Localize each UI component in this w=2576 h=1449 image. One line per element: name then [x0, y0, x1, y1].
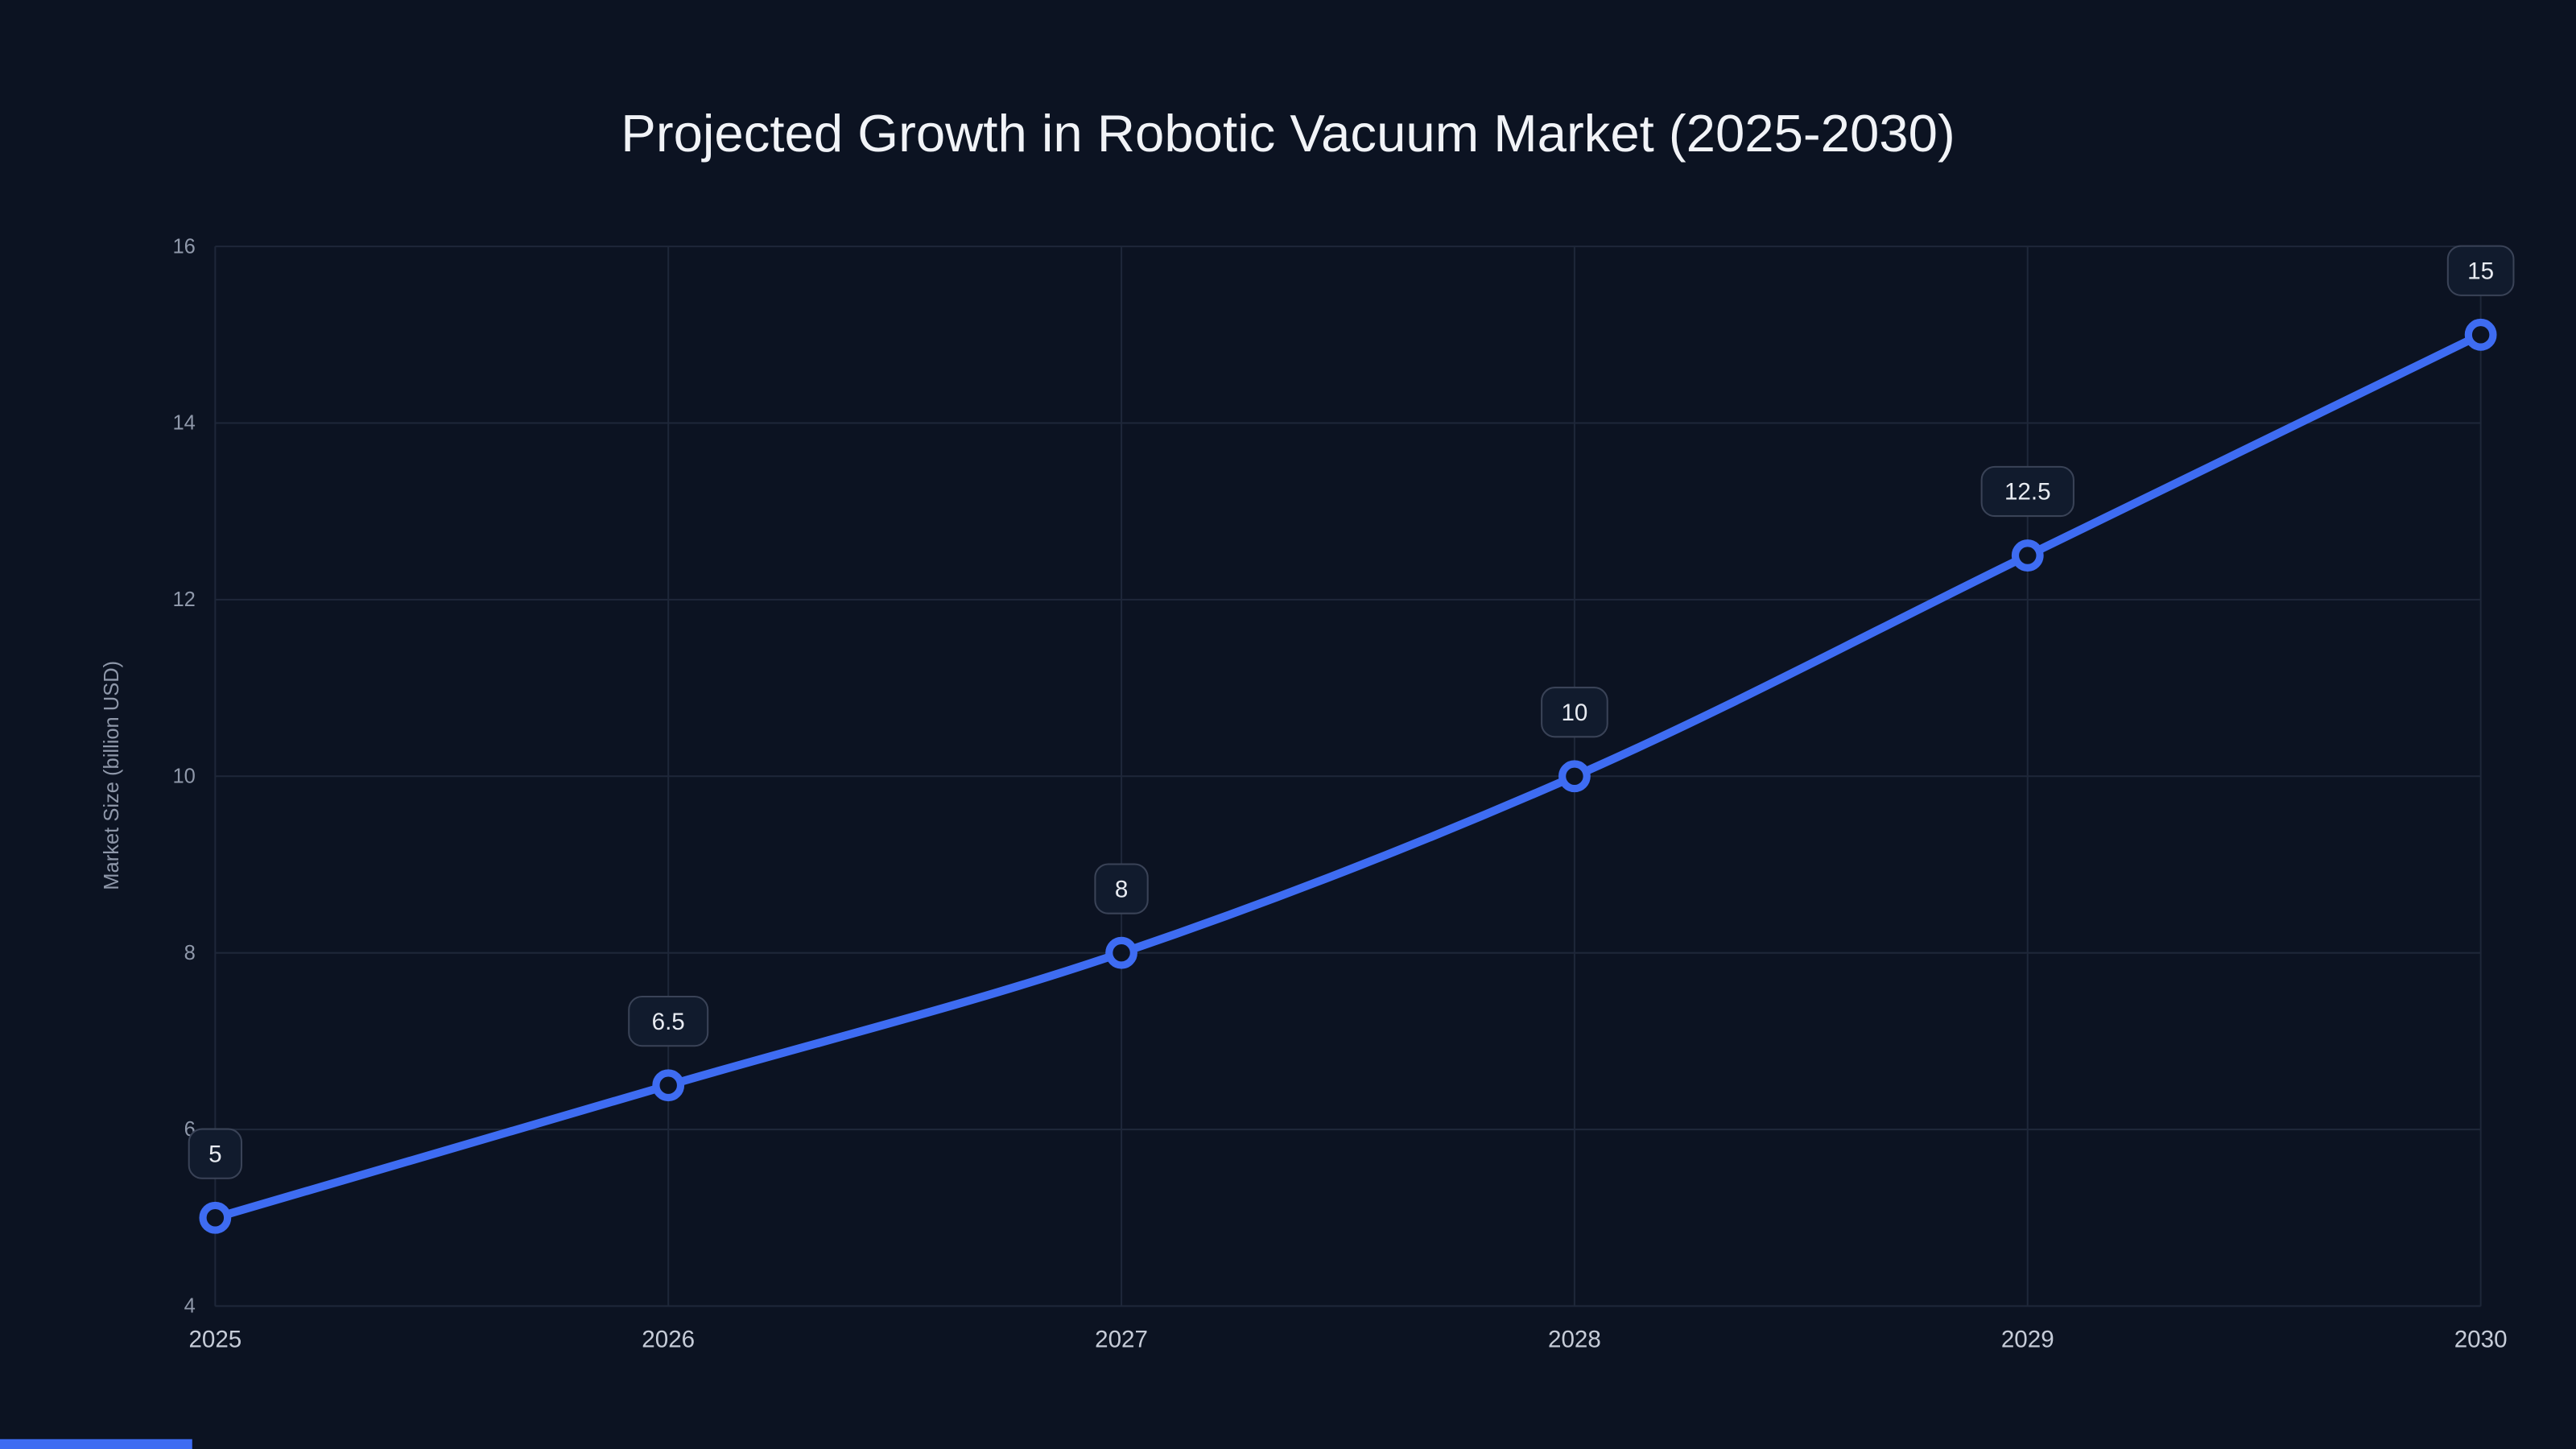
point-label-box — [1980, 465, 2074, 518]
x-tick-label: 2029 — [2001, 1326, 2054, 1352]
grid-lines — [214, 246, 2482, 1307]
point-labels: 5 6.5 8 10 12.5 15 — [188, 245, 2515, 1179]
data-point-2027[interactable] — [1105, 936, 1137, 969]
y-axis-title: Market Size (billion USD) — [101, 661, 123, 890]
y-tick-label: 14 — [172, 412, 195, 435]
point-label-text: 5 — [208, 1141, 221, 1167]
y-tick-label: 16 — [172, 235, 195, 258]
point-label-box — [1094, 863, 1149, 914]
y-tick-label: 4 — [184, 1295, 196, 1318]
bottom-accent-bar — [0, 1439, 192, 1449]
data-point-2029[interactable] — [2011, 539, 2044, 572]
data-points — [199, 318, 2497, 1234]
point-label-box — [628, 995, 709, 1047]
y-tick-label: 8 — [184, 942, 196, 964]
point-label-text: 10 — [1561, 700, 1587, 726]
x-tick-label: 2030 — [2454, 1326, 2508, 1352]
point-label-text: 15 — [2467, 258, 2494, 284]
x-tick-label: 2027 — [1095, 1326, 1148, 1352]
point-label-box — [1541, 687, 1608, 738]
chart-title: Projected Growth in Robotic Vacuum Marke… — [621, 104, 1955, 163]
line-series — [211, 330, 2485, 1222]
data-point-2026[interactable] — [652, 1069, 685, 1102]
x-tick-label: 2026 — [642, 1326, 695, 1352]
point-label-box — [2446, 245, 2515, 296]
data-point-2030[interactable] — [2464, 318, 2497, 351]
point-label-box — [188, 1128, 243, 1179]
point-label-text: 6.5 — [652, 1009, 685, 1035]
point-label-text: 8 — [1115, 876, 1128, 902]
series-line — [211, 330, 2485, 1222]
x-tick-label: 2028 — [1548, 1326, 1601, 1352]
point-label-text: 12.5 — [2004, 479, 2051, 506]
data-point-2028[interactable] — [1558, 760, 1591, 793]
y-tick-label: 10 — [172, 765, 195, 787]
x-tick-label: 2025 — [188, 1326, 242, 1352]
y-tick-label: 12 — [172, 588, 195, 611]
data-point-2025[interactable] — [199, 1201, 232, 1234]
